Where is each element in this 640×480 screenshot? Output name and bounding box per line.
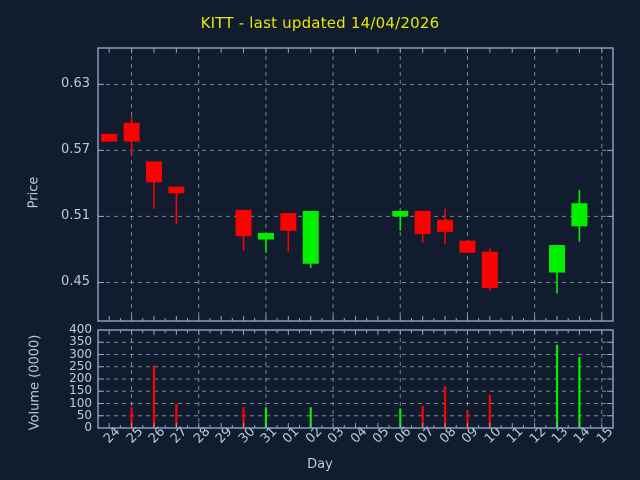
volume-tick-label: 50 [76,407,92,422]
candle-body [549,245,566,273]
price-tick-label: 0.51 [61,208,90,224]
price-tick-label: 0.63 [61,76,90,92]
price-panel-frame [97,47,614,322]
day-axis-label: Day [307,457,333,472]
candle-body [302,210,319,264]
price-tick-label: 0.57 [61,142,90,158]
candle-body [168,186,185,194]
volume-tick-label: 400 [69,322,92,336]
candle-body [101,133,118,142]
volume-tick-label: 150 [69,383,92,398]
volume-tick-label: 350 [69,334,92,349]
chart-title: KITT - last updated 14/04/2026 [200,14,440,32]
candle-body [145,161,162,183]
candle-body [280,213,297,231]
candle-body [481,251,498,288]
candle-body [437,219,454,232]
volume-tick-label: 250 [69,358,92,373]
candle-body [257,232,274,240]
volume-tick-label: 200 [69,371,92,385]
candle-body [123,122,140,142]
candle-body [235,209,252,237]
price-tick-label: 0.45 [61,274,90,290]
volume-tick-label: 100 [69,395,92,410]
volume-tick-label: 0 [84,420,92,434]
candle-body [392,210,409,217]
candle-body [414,210,431,235]
candle-body [459,240,476,253]
candle-body [571,203,588,227]
volume-tick-label: 300 [69,346,92,361]
